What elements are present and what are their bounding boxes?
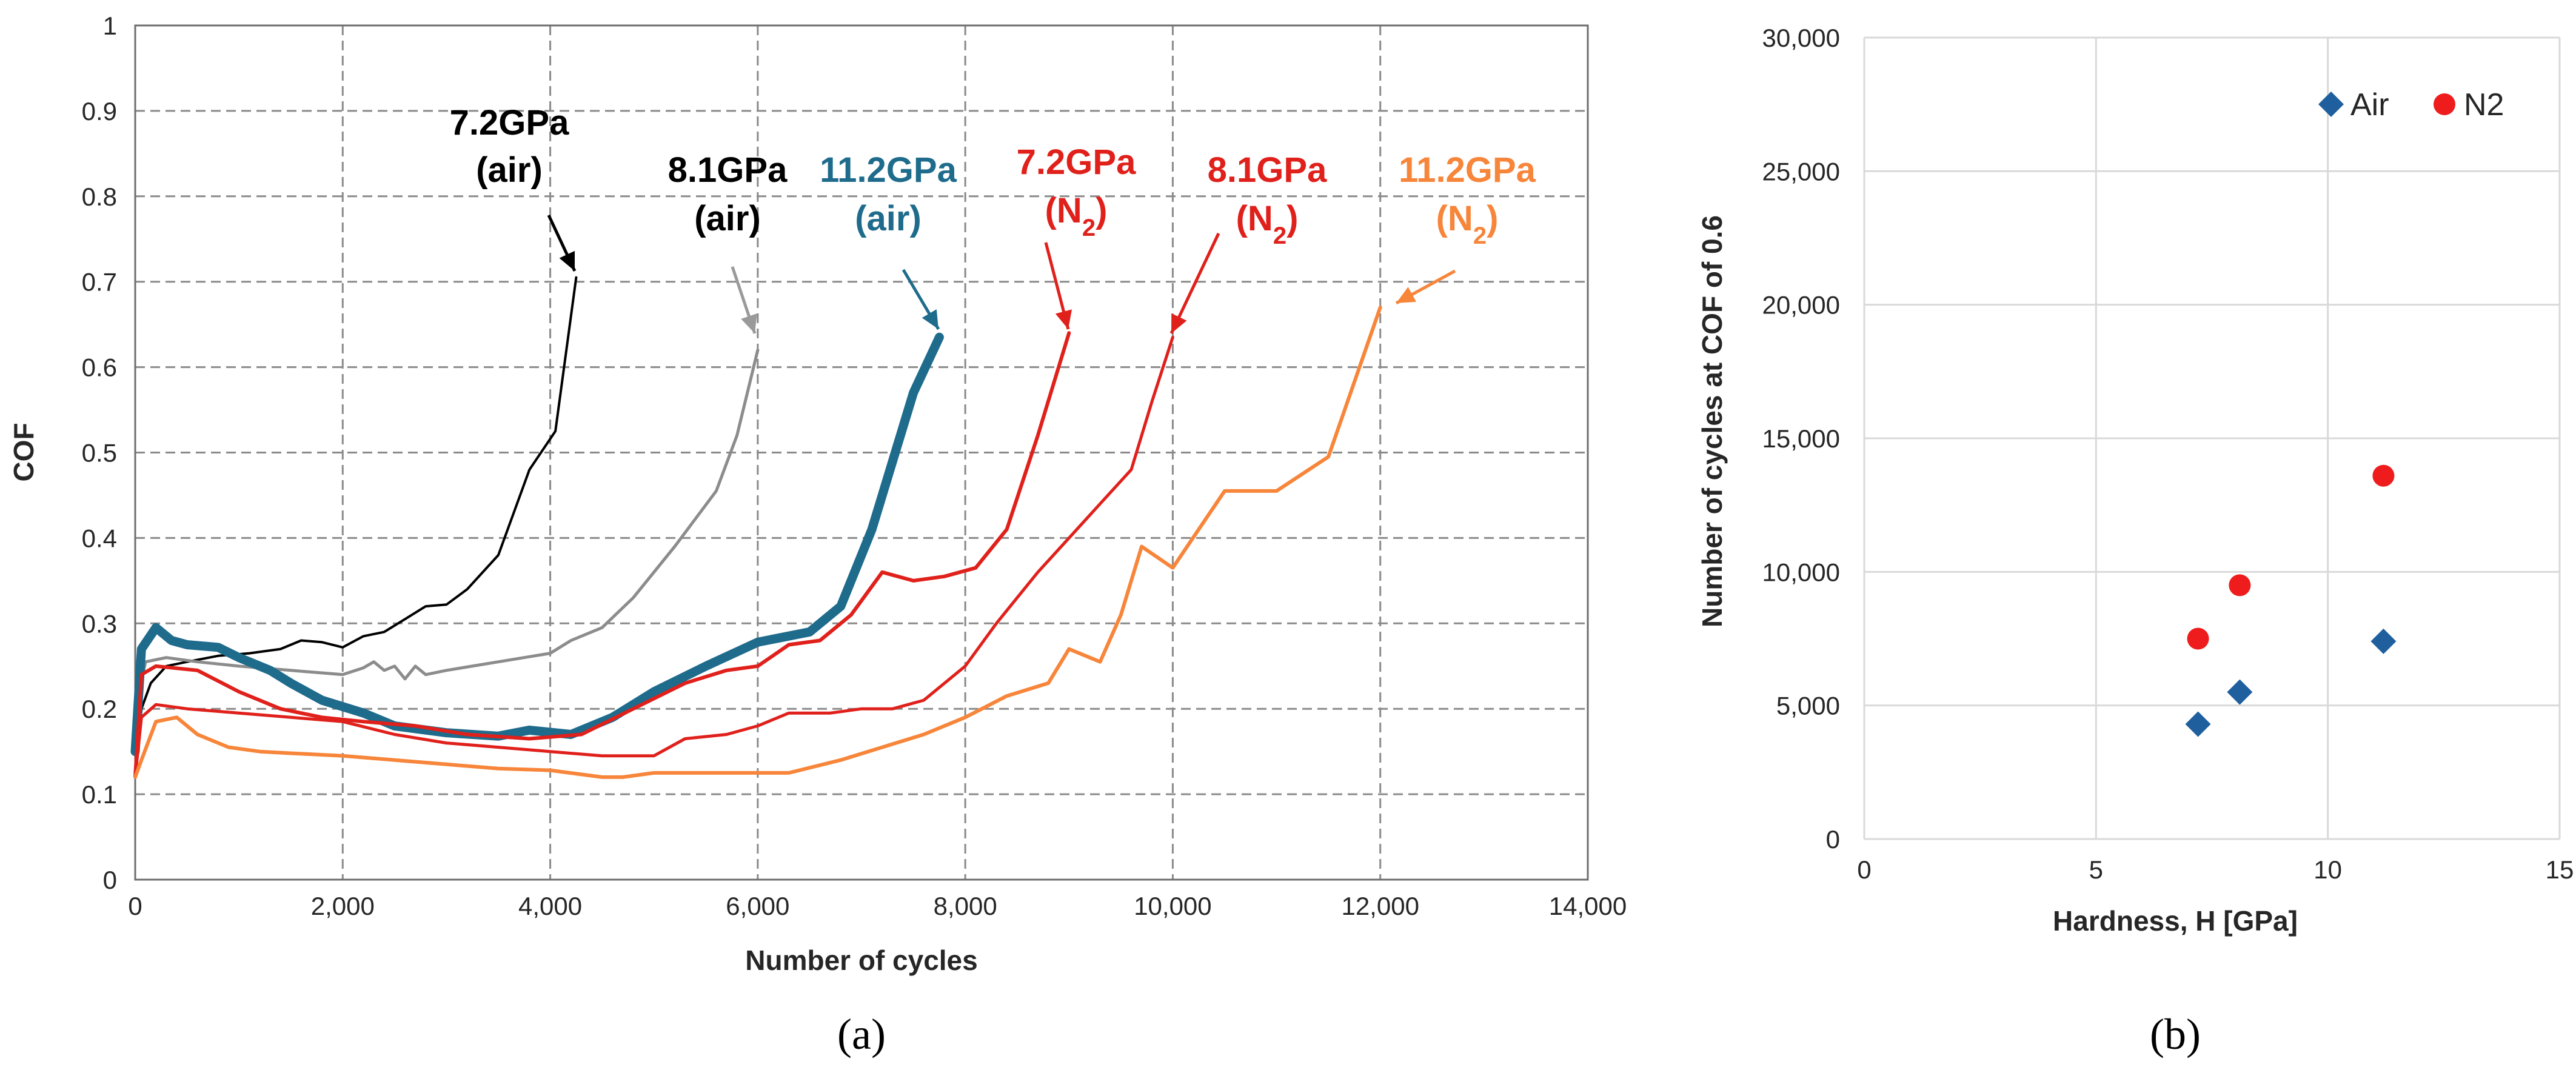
cof-annotation-arrowhead	[559, 250, 575, 271]
scatter-point-n2	[2187, 627, 2209, 650]
cof-annotation-arrowhead	[922, 309, 938, 329]
cof-y-axis-title: COF	[8, 423, 39, 481]
scatter-x-tick-label: 0	[1857, 855, 1871, 884]
cof-series-line	[133, 331, 1071, 779]
scatter-grid	[1863, 36, 2561, 840]
cof-y-tick-label: 0.4	[82, 524, 117, 552]
scatter-y-axis-title: Number of cycles at COF of 0.6	[1696, 215, 1728, 627]
cof-annotation-label: 11.2GPa	[1399, 150, 1536, 190]
cof-tick-labels: 0 0.1 0.2 0.3 0.4 0.5 0.6 0.7 0.8 0.9 1 0 2,000 4,000…	[82, 12, 1627, 920]
legend-marker-air	[2318, 92, 2344, 117]
cof-x-tick-label: 0	[128, 892, 142, 920]
panel-b-label: (b)	[2150, 1010, 2201, 1058]
cof-x-tick-label: 4,000	[518, 892, 582, 920]
legend-marker-n2	[2434, 93, 2455, 115]
cof-grid	[135, 25, 1588, 880]
cof-x-tick-label: 2,000	[311, 892, 375, 920]
cof-annotation-label: 8.1GPa	[1208, 150, 1327, 190]
scatter-y-tick-label: 20,000	[1762, 291, 1840, 319]
cof-x-tick-label: 6,000	[726, 892, 789, 920]
cof-y-tick-label: 1	[103, 12, 117, 40]
cof-series-line	[130, 332, 944, 757]
cof-x-tick-label: 10,000	[1134, 892, 1211, 920]
cof-annotation-condition-text: (N	[1045, 191, 1082, 230]
cof-chart: 0 0.1 0.2 0.3 0.4 0.5 0.6 0.7 0.8 0.9 1 0 2,000 4,000…	[8, 12, 1627, 1058]
cycles-vs-hardness-chart: 0 5,000 10,000 15,000 20,000 25,000 30,000 0 5 10…	[1696, 24, 2574, 1058]
scatter-x-axis-title: Hardness, H [GPa]	[2053, 905, 2298, 937]
scatter-tick-labels: 0 5,000 10,000 15,000 20,000 25,000 30,000 0 5 10…	[1762, 24, 2574, 884]
cof-annotation-condition-tail: )	[1096, 191, 1107, 230]
cof-annotation-label: 7.2GPa	[450, 103, 569, 142]
cof-annotation-subscript: 2	[1473, 222, 1487, 249]
scatter-point-n2	[2229, 574, 2251, 597]
cof-annotation-condition-text: (N	[1436, 199, 1473, 238]
panel-a-label: (a)	[837, 1010, 886, 1058]
cof-y-tick-label: 0.2	[82, 695, 117, 723]
cof-annotation-condition-text: (N	[1236, 199, 1273, 238]
scatter-y-tick-label: 0	[1826, 825, 1840, 854]
cof-annotation-condition: (air)	[855, 199, 922, 238]
cof-y-tick-label: 0.1	[82, 780, 117, 809]
cof-annotation-arrow	[1169, 232, 1220, 335]
scatter-x-tick-label: 10	[2313, 855, 2342, 884]
cof-annotation-condition: (N2)	[1045, 191, 1108, 241]
cof-annotation-label: 11.2GPa	[820, 150, 957, 190]
cof-annotation-arrowhead	[1171, 313, 1187, 333]
cof-annotation-arrowhead	[1396, 287, 1416, 303]
cof-annotation-condition-text: (air)	[855, 199, 922, 238]
cof-annotation-condition-tail: )	[1286, 199, 1298, 238]
scatter-points	[2185, 464, 2397, 737]
cof-plot-frame	[134, 24, 1589, 881]
cof-series-lines	[130, 276, 1382, 779]
scatter-y-tick-label: 10,000	[1762, 558, 1840, 586]
scatter-point-n2	[2372, 464, 2395, 487]
scatter-x-tick-label: 5	[2089, 855, 2103, 884]
cof-y-tick-label: 0	[103, 866, 117, 894]
cof-annotation-condition: (air)	[694, 199, 761, 238]
scatter-point-air	[2370, 628, 2397, 654]
scatter-y-tick-label: 30,000	[1762, 24, 1840, 52]
cof-annotation-arrowhead	[741, 313, 757, 333]
cof-y-tick-label: 0.3	[82, 609, 117, 638]
cof-series-line	[133, 348, 760, 711]
cof-series-line	[133, 335, 1174, 779]
cof-y-tick-label: 0.5	[82, 439, 117, 467]
scatter-y-tick-label: 25,000	[1762, 157, 1840, 186]
scatter-x-tick-label: 15	[2546, 855, 2574, 884]
cof-annotation-label: 7.2GPa	[1017, 142, 1136, 182]
cof-annotation-condition: (air)	[476, 150, 543, 190]
cof-annotations: 7.2GPa (air) 8.1GPa (air) 11.2GPa (air) 7.2GPa…	[450, 103, 1536, 335]
scatter-y-tick-label: 15,000	[1762, 424, 1840, 453]
scatter-y-tick-label: 5,000	[1776, 692, 1840, 720]
cof-x-tick-label: 12,000	[1341, 892, 1419, 920]
cof-y-tick-label: 0.7	[82, 268, 117, 296]
cof-annotation-label: 8.1GPa	[668, 150, 788, 190]
cof-annotation-condition-text: (air)	[476, 150, 543, 190]
legend-label-air: Air	[2350, 87, 2389, 122]
cof-annotation-condition-tail: )	[1487, 199, 1498, 238]
cof-y-tick-label: 0.6	[82, 353, 117, 382]
cof-annotation-condition: (N2)	[1436, 199, 1499, 249]
cof-annotation-subscript: 2	[1273, 222, 1286, 249]
cof-series-line	[133, 306, 1382, 779]
cof-x-axis-title: Number of cycles	[745, 945, 977, 976]
cof-annotation-subscript: 2	[1082, 215, 1096, 241]
cof-annotation-condition-text: (air)	[694, 199, 761, 238]
cof-x-tick-label: 8,000	[934, 892, 997, 920]
cof-annotation-condition: (N2)	[1236, 199, 1299, 249]
cof-y-tick-label: 0.8	[82, 182, 117, 211]
cof-series-line	[134, 276, 578, 778]
legend-label-n2: N2	[2464, 87, 2504, 122]
scatter-point-air	[2185, 711, 2211, 737]
cof-annotation-arrowhead	[1055, 309, 1072, 329]
scatter-legend: Air N2	[2318, 87, 2504, 122]
cof-y-tick-label: 0.9	[82, 97, 117, 125]
cof-x-tick-label: 14,000	[1549, 892, 1627, 920]
scatter-point-air	[2227, 679, 2253, 705]
